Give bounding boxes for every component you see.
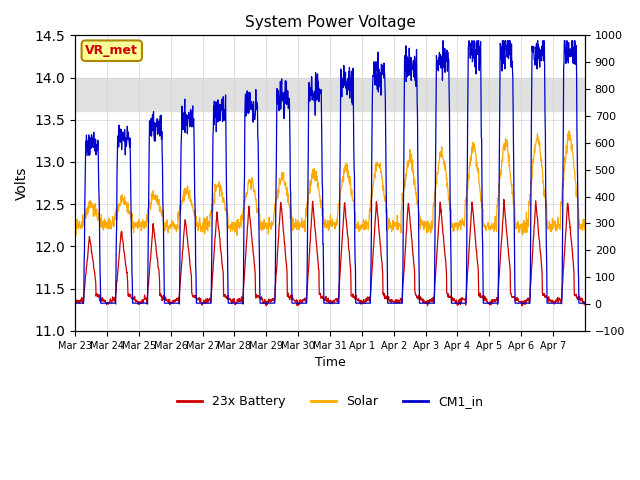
Legend: 23x Battery, Solar, CM1_in: 23x Battery, Solar, CM1_in [172, 390, 488, 413]
Bar [75, 78, 585, 111]
Y-axis label: Volts: Volts [15, 167, 29, 200]
Title: System Power Voltage: System Power Voltage [244, 15, 415, 30]
X-axis label: Time: Time [315, 356, 346, 369]
Text: VR_met: VR_met [85, 44, 138, 57]
